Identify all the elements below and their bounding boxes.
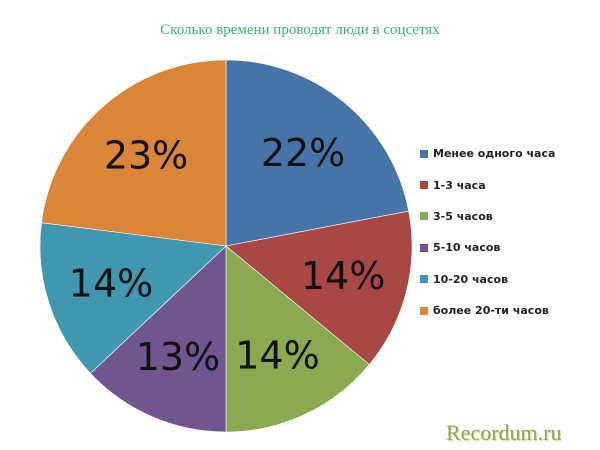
legend-label: 1-3 часа (433, 178, 486, 192)
legend-item: 10-20 часов (420, 264, 555, 295)
legend-swatch (420, 306, 428, 315)
slice-label: 14% (301, 254, 385, 298)
pie-slice (41, 59, 227, 247)
legend-swatch (420, 212, 428, 221)
legend-label: 3-5 часов (433, 209, 493, 223)
legend-item: 3-5 часов (420, 201, 555, 232)
watermark: Recordum.ru (446, 420, 562, 445)
pie-slice (225, 59, 410, 247)
legend: Менее одного часа 1-3 часа 3-5 часов 5-1… (420, 138, 555, 326)
slice-label: 23% (104, 133, 188, 177)
legend-swatch (420, 243, 428, 252)
legend-item: Менее одного часа (420, 138, 555, 169)
legend-label: Менее одного часа (433, 147, 556, 161)
legend-label: 10-20 часов (433, 272, 509, 286)
legend-item: 1-3 часа (420, 169, 555, 200)
pie-slice (39, 222, 227, 374)
slice-label: 14% (235, 333, 319, 377)
legend-swatch (420, 149, 428, 158)
pie-slice (89, 245, 227, 433)
legend-label: 5-10 часов (433, 241, 501, 255)
chart-title: Сколько времени проводят люди в соцсетях (160, 22, 440, 38)
slice-label: 14% (69, 261, 153, 305)
legend-item: более 20-ти часов (420, 295, 555, 326)
legend-swatch (420, 275, 428, 284)
legend-swatch (420, 181, 428, 190)
legend-label: более 20-ти часов (433, 304, 549, 318)
pie-slice (225, 210, 413, 365)
pie-slice (225, 245, 370, 433)
slice-label: 13% (136, 335, 220, 379)
slice-label: 22% (261, 131, 345, 175)
legend-item: 5-10 часов (420, 232, 555, 263)
